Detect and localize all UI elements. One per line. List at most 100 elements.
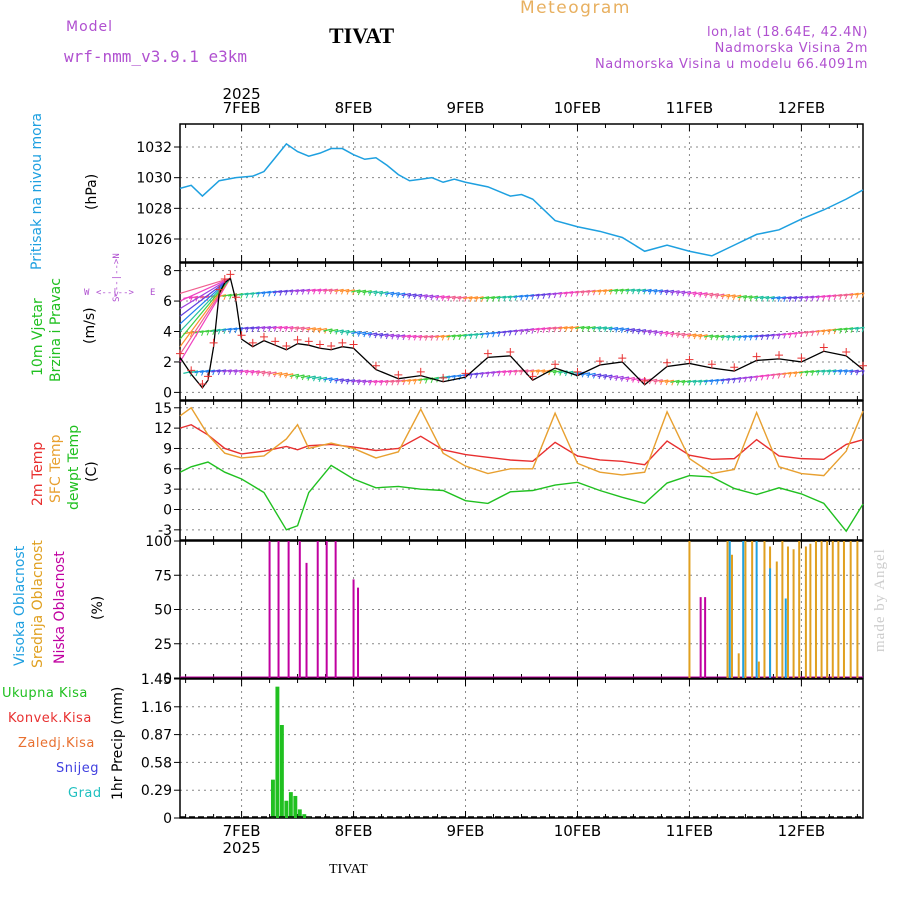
wind-barb bbox=[827, 328, 837, 332]
wind-barb bbox=[423, 334, 434, 339]
wind-barb bbox=[575, 290, 585, 294]
wind-barb bbox=[205, 369, 215, 373]
wind-barb bbox=[821, 369, 831, 373]
legend-zaledj: Zaledj.Kisa bbox=[18, 736, 95, 751]
wind-barb bbox=[352, 379, 356, 385]
y-tick-label: 3 bbox=[163, 482, 172, 498]
wind-barb bbox=[552, 326, 562, 330]
x-day-label-top: 11FEB bbox=[666, 99, 713, 117]
wind-barb bbox=[670, 379, 680, 384]
wind-barb bbox=[430, 294, 434, 301]
legend-ukupna: Ukupna Kisa bbox=[2, 686, 88, 701]
precip-bar bbox=[302, 814, 307, 818]
wind-barb bbox=[402, 334, 406, 341]
wind-barb bbox=[675, 379, 686, 384]
wind-barb bbox=[362, 331, 372, 336]
wind-barb bbox=[530, 327, 540, 331]
wind-barb bbox=[787, 371, 798, 375]
wind-barb bbox=[597, 373, 607, 378]
wind-barb bbox=[782, 296, 792, 300]
wind-barb bbox=[346, 379, 350, 385]
wind-barb bbox=[681, 290, 691, 295]
wind-barb bbox=[345, 330, 355, 334]
wind-barb bbox=[418, 377, 428, 382]
wind-barb bbox=[334, 378, 344, 382]
wind-gust-marker bbox=[338, 338, 347, 347]
x-day-label-top: 9FEB bbox=[447, 99, 485, 117]
wind-gust-marker bbox=[506, 348, 515, 357]
footer-station: TIVAT bbox=[329, 862, 368, 877]
wind-barb bbox=[240, 369, 244, 376]
wind-barb bbox=[787, 331, 798, 336]
wind-barb bbox=[827, 369, 837, 373]
wind-barb bbox=[832, 369, 842, 373]
wind-gust-marker bbox=[220, 274, 229, 283]
wind-barb bbox=[391, 334, 395, 340]
wind-barb bbox=[496, 370, 507, 374]
wind-gust-marker bbox=[176, 349, 184, 358]
wind-barb bbox=[743, 334, 753, 339]
wind-barb bbox=[390, 334, 400, 338]
wind-barb bbox=[250, 370, 260, 374]
wind-barb bbox=[787, 296, 798, 300]
wind-barb bbox=[843, 327, 854, 331]
wind-barb bbox=[675, 290, 686, 294]
wind-barb bbox=[194, 369, 204, 374]
y-tick-label: 0 bbox=[163, 502, 172, 518]
wind-barb bbox=[239, 369, 249, 373]
wind-barb bbox=[631, 288, 641, 292]
compass-line: <--|--> bbox=[96, 288, 134, 298]
wind-barb bbox=[401, 334, 411, 338]
wind-barb bbox=[373, 332, 383, 337]
x-day-label-top: 10FEB bbox=[554, 99, 601, 117]
wind-barb bbox=[485, 331, 495, 335]
wind-barb bbox=[653, 330, 663, 334]
wind-barb bbox=[625, 328, 635, 332]
wind-barb bbox=[838, 293, 848, 297]
wind-barb bbox=[255, 291, 266, 295]
wind-barb bbox=[267, 371, 277, 375]
wind-barb bbox=[339, 378, 350, 382]
wind-barb bbox=[698, 292, 708, 296]
coords-label: lon,lat (18.64E, 42.4N) bbox=[706, 25, 868, 40]
wind-barb bbox=[502, 295, 512, 299]
y-tick-label: 2 bbox=[163, 355, 172, 371]
wind-barb bbox=[524, 328, 535, 332]
wind-barb bbox=[855, 369, 865, 374]
wind-gust-marker bbox=[416, 367, 425, 376]
wind-gust-marker bbox=[859, 361, 867, 370]
x-day-label-bottom: 8FEB bbox=[335, 822, 373, 840]
wind-barb bbox=[709, 293, 719, 297]
y-tick-label: 1032 bbox=[136, 140, 172, 156]
temp-2m-line bbox=[179, 423, 864, 466]
wind-barb bbox=[614, 288, 624, 292]
wind-barb bbox=[179, 277, 231, 355]
wind-barb bbox=[278, 325, 288, 330]
wind-barb bbox=[843, 369, 854, 373]
wind-barb bbox=[244, 326, 255, 330]
wind-barb bbox=[357, 379, 361, 386]
wind-barb bbox=[715, 293, 725, 297]
y-tick-label: 25 bbox=[154, 637, 172, 653]
y-tick-label: 12 bbox=[154, 421, 172, 437]
wind-barb bbox=[586, 325, 596, 330]
wind-barb bbox=[179, 277, 231, 317]
compass-e: E bbox=[150, 288, 156, 298]
wind-barb bbox=[625, 288, 635, 292]
wind-barb bbox=[608, 288, 618, 292]
wind-barb bbox=[782, 371, 792, 376]
wind-gust-marker bbox=[752, 352, 761, 361]
wind-barb bbox=[687, 291, 697, 295]
wind-barb bbox=[228, 327, 238, 331]
wind-barb bbox=[468, 372, 479, 376]
wind-barb bbox=[843, 293, 854, 297]
wind-barb bbox=[665, 379, 669, 386]
wind-barb bbox=[720, 293, 730, 298]
panel-frame bbox=[179, 540, 864, 679]
wind-barb bbox=[647, 288, 658, 293]
wind-barb bbox=[272, 371, 283, 376]
wind-barb bbox=[261, 325, 271, 330]
wind-barb bbox=[799, 370, 809, 374]
wind-barb bbox=[395, 379, 406, 383]
wind-barb bbox=[346, 289, 350, 295]
